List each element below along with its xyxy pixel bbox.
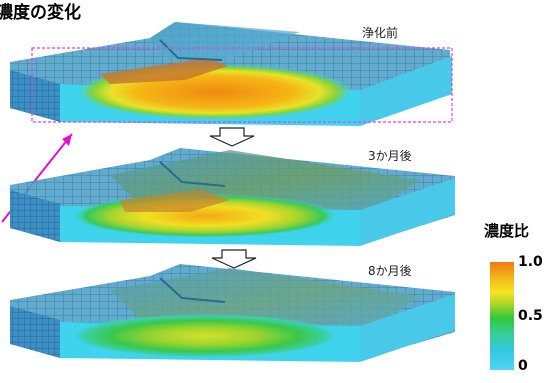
legend-colorbar (490, 262, 514, 370)
pointer-arrowhead (62, 134, 72, 146)
legend-tick-min: 0 (518, 358, 528, 374)
legend-tick-mid: 0.5 (518, 308, 543, 324)
transition-arrow-1 (209, 127, 255, 147)
model-block-8months (10, 264, 455, 362)
contamination-plume (70, 314, 340, 358)
stage-label-before: 浄化前 (362, 26, 399, 40)
legend-title: 濃度比 (484, 222, 530, 240)
stage-label-3months: 3か月後 (368, 149, 412, 163)
legend-tick-max: 1.0 (518, 254, 543, 270)
figure-title: 濃度の変化 (0, 3, 81, 23)
stage-label-8months: 8か月後 (368, 264, 412, 278)
highlight-box (31, 47, 453, 123)
model-block-3months (10, 148, 455, 246)
transition-arrow-2 (211, 249, 257, 269)
